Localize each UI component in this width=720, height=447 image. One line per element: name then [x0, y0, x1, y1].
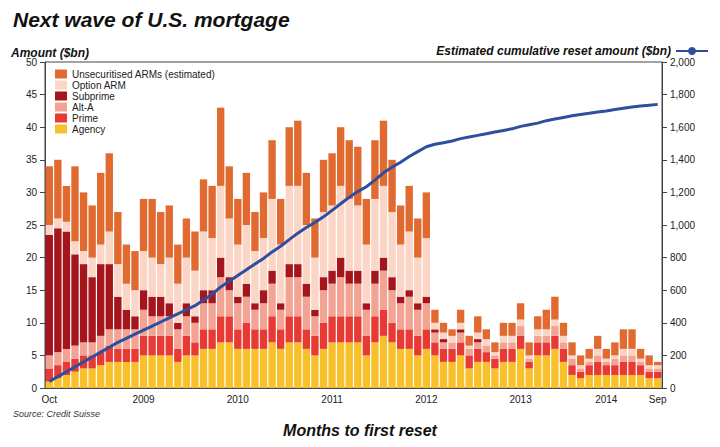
svg-text:2012: 2012 — [415, 394, 438, 405]
svg-text:Subprime: Subprime — [72, 91, 115, 102]
svg-text:1,600: 1,600 — [670, 122, 695, 133]
svg-text:2014: 2014 — [595, 394, 618, 405]
svg-text:400: 400 — [670, 317, 687, 328]
svg-text:Amount ($bn): Amount ($bn) — [10, 46, 89, 60]
svg-text:600: 600 — [670, 285, 687, 296]
svg-text:2,000: 2,000 — [670, 57, 695, 68]
svg-text:Estimated cumulative reset amo: Estimated cumulative reset amount ($bn) — [436, 44, 671, 58]
svg-text:5: 5 — [31, 350, 37, 361]
svg-text:200: 200 — [670, 350, 687, 361]
svg-text:2010: 2010 — [227, 394, 250, 405]
svg-text:25: 25 — [26, 220, 38, 231]
svg-text:Oct: Oct — [42, 394, 58, 405]
svg-text:1,200: 1,200 — [670, 187, 695, 198]
svg-text:2011: 2011 — [321, 394, 343, 405]
svg-text:0: 0 — [31, 383, 37, 394]
svg-text:1,800: 1,800 — [670, 89, 695, 100]
svg-text:20: 20 — [26, 252, 38, 263]
svg-text:Next wave of U.S. mortgage: Next wave of U.S. mortgage — [13, 8, 290, 31]
svg-text:10: 10 — [26, 317, 38, 328]
svg-text:45: 45 — [26, 89, 38, 100]
svg-text:Months to first reset: Months to first reset — [283, 422, 437, 439]
svg-text:Source: Credit Suisse: Source: Credit Suisse — [13, 409, 100, 419]
svg-text:2009: 2009 — [132, 394, 155, 405]
svg-text:Option ARM: Option ARM — [72, 80, 126, 91]
svg-text:1,000: 1,000 — [670, 220, 695, 231]
svg-text:50: 50 — [25, 56, 37, 68]
svg-text:40: 40 — [26, 122, 38, 133]
svg-text:Alt-A: Alt-A — [72, 102, 94, 113]
svg-text:Sep: Sep — [649, 394, 667, 405]
svg-text:35: 35 — [26, 154, 38, 165]
svg-text:2013: 2013 — [509, 394, 532, 405]
svg-text:1,400: 1,400 — [670, 154, 695, 165]
svg-text:Prime: Prime — [72, 113, 99, 124]
svg-text:Unsecuritised ARMs (estimated): Unsecuritised ARMs (estimated) — [72, 69, 215, 80]
svg-text:0: 0 — [670, 383, 676, 394]
svg-text:Agency: Agency — [72, 124, 105, 135]
svg-text:800: 800 — [670, 252, 687, 263]
svg-text:15: 15 — [26, 285, 38, 296]
svg-text:30: 30 — [26, 187, 38, 198]
